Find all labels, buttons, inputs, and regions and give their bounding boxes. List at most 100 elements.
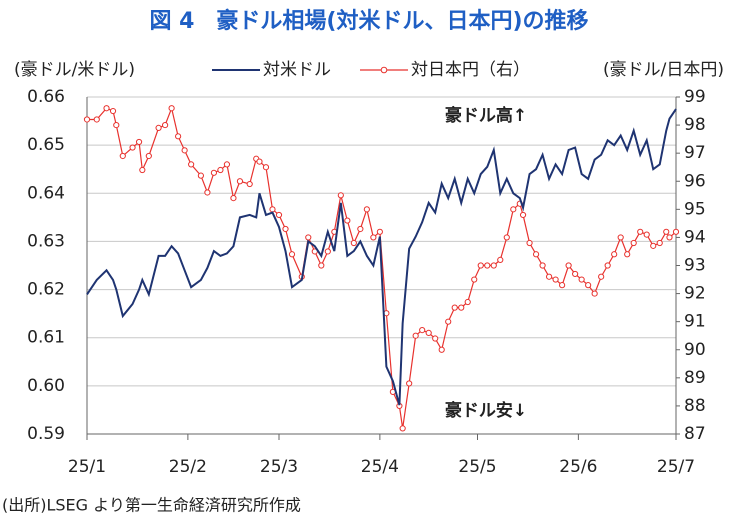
point-marker [103, 105, 110, 112]
source-note: (出所)LSEG より第一生命経済研究所作成 [2, 496, 301, 515]
point-marker [471, 276, 478, 283]
point-marker [269, 206, 276, 213]
point-marker [155, 124, 162, 131]
y-axis-label: (豪ドル/米ドル) [14, 59, 135, 80]
point-marker [578, 276, 585, 283]
point-marker [672, 228, 680, 235]
point-marker [363, 206, 370, 213]
point-marker [262, 164, 270, 171]
point-marker [83, 116, 91, 123]
point-marker [630, 239, 637, 247]
point-marker [256, 158, 263, 165]
point-marker [497, 256, 504, 263]
x-tick-label: 25/6 [559, 457, 597, 477]
y-tick-label: 0.65 [27, 135, 65, 155]
y2-tick-label: 98 [684, 115, 706, 135]
point-marker [598, 273, 605, 280]
y2-tick-label: 89 [684, 368, 706, 388]
x-tick-label: 25/2 [169, 457, 207, 477]
point-marker [109, 107, 117, 115]
point-marker [230, 195, 237, 202]
y2-tick-label: 94 [684, 227, 706, 247]
point-marker [637, 228, 644, 235]
point-marker [624, 251, 631, 258]
point-marker [650, 242, 657, 249]
point-marker [275, 211, 283, 219]
y2-tick-label: 99 [684, 87, 706, 107]
point-marker [318, 262, 325, 269]
point-marker [438, 346, 445, 353]
point-marker [643, 231, 650, 238]
legend-marker [380, 66, 388, 74]
y2-tick-label: 92 [684, 284, 706, 304]
x-tick-label: 25/1 [68, 457, 106, 477]
point-marker [399, 425, 406, 432]
point-marker [139, 166, 146, 174]
y2-tick-label: 93 [684, 256, 706, 276]
point-marker [217, 166, 224, 174]
y2-tick-label: 96 [684, 171, 706, 191]
point-marker [666, 234, 673, 241]
point-marker [532, 251, 540, 258]
annotation: 豪ドル安↓ [445, 400, 527, 421]
point-marker [539, 262, 546, 269]
series-line [86, 108, 677, 406]
point-marker [223, 161, 231, 168]
point-marker [344, 217, 351, 224]
legend-label: 対日本円（右） [411, 60, 530, 80]
point-marker [451, 304, 458, 311]
point-marker [175, 133, 182, 140]
y-tick-label: 0.62 [27, 280, 65, 300]
point-marker [611, 251, 618, 258]
x-tick-label: 25/4 [361, 457, 399, 477]
point-marker [425, 329, 432, 336]
y-tick-label: 0.66 [27, 87, 65, 107]
point-marker [477, 262, 484, 269]
point-marker [113, 121, 120, 129]
point-marker [324, 248, 331, 255]
point-marker [161, 121, 169, 129]
point-marker [484, 262, 491, 269]
x-tick-label: 25/7 [657, 457, 695, 477]
point-marker [663, 228, 670, 235]
point-marker [93, 116, 100, 123]
y-tick-label: 0.60 [27, 376, 65, 396]
point-marker [376, 228, 383, 235]
legend-label: 対米ドル [263, 60, 331, 80]
point-marker [210, 169, 218, 176]
point-marker [559, 282, 566, 289]
point-marker [432, 335, 439, 342]
annotation: 豪ドル高↑ [445, 105, 527, 126]
y-tick-label: 0.63 [27, 231, 65, 251]
point-marker [545, 273, 553, 280]
point-marker [464, 298, 471, 306]
point-marker [617, 234, 624, 241]
point-marker [337, 192, 344, 199]
point-marker [357, 225, 364, 233]
y2-tick-label: 97 [684, 143, 706, 163]
point-marker [145, 152, 152, 160]
point-marker [526, 239, 533, 247]
point-marker [350, 239, 357, 247]
point-marker [204, 189, 211, 196]
x-tick-label: 25/5 [458, 457, 496, 477]
point-marker [236, 178, 244, 185]
y2-tick-label: 87 [684, 424, 706, 444]
point-marker [119, 152, 126, 160]
point-marker [288, 251, 296, 258]
point-marker [565, 262, 572, 269]
y2-tick-label: 91 [684, 312, 706, 332]
y2-tick-label: 90 [684, 340, 706, 360]
point-marker [168, 105, 175, 112]
point-marker [282, 225, 289, 233]
point-marker [135, 138, 143, 146]
point-marker [585, 282, 592, 289]
point-marker [246, 180, 253, 188]
y2-tick-label: 88 [684, 396, 706, 416]
point-marker [445, 318, 452, 325]
x-tick-label: 25/3 [260, 457, 298, 477]
point-marker [552, 276, 559, 283]
point-marker [656, 239, 663, 247]
y-tick-label: 0.61 [27, 328, 65, 348]
point-marker [370, 234, 377, 241]
